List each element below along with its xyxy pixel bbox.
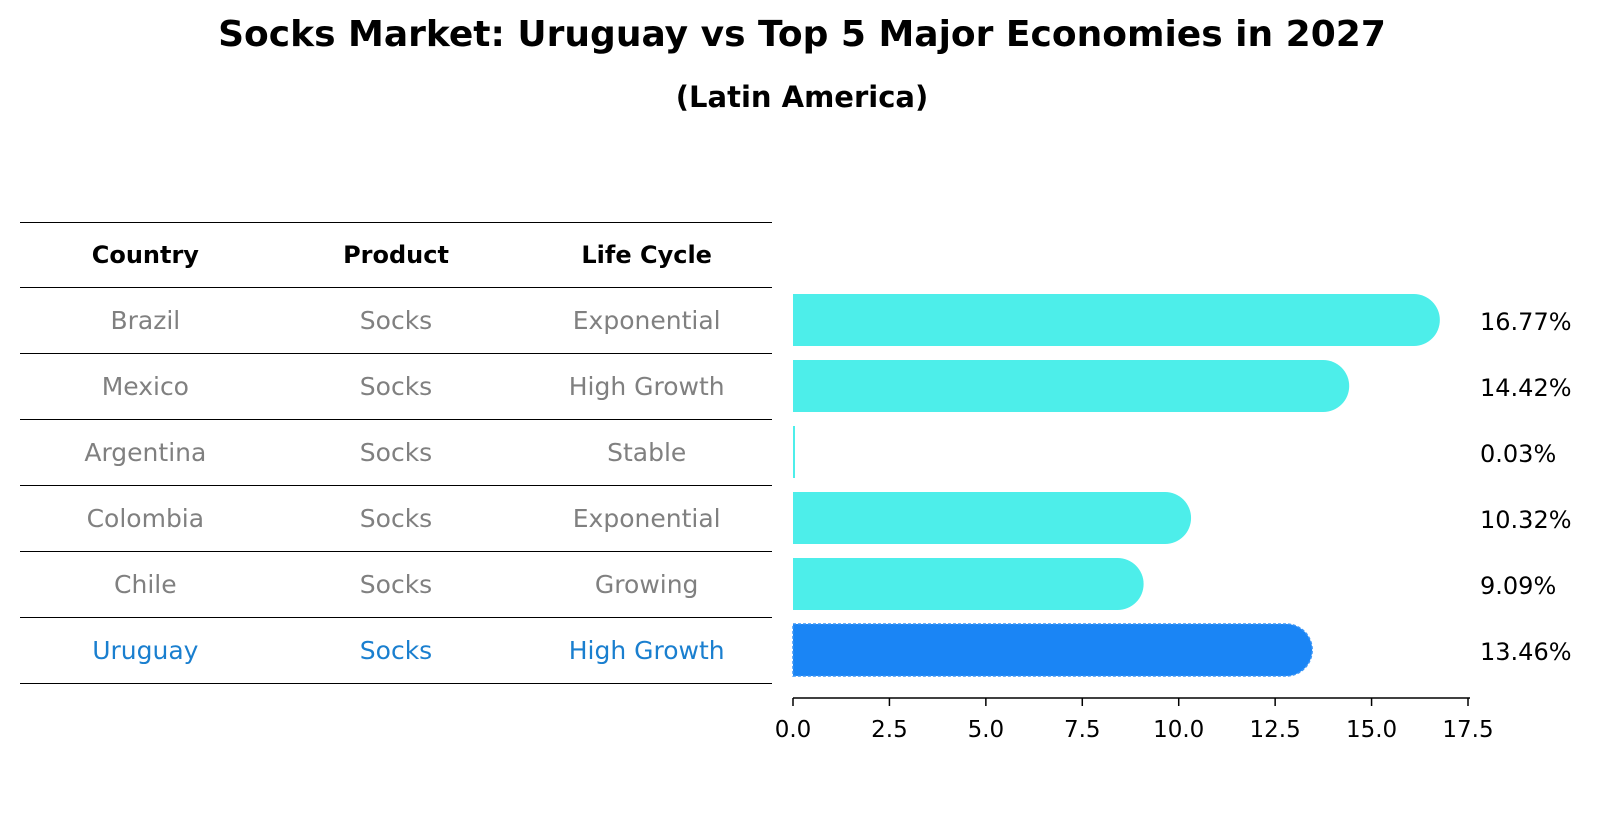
- bar-chile: [793, 558, 1144, 610]
- country-cell: Brazil: [110, 306, 181, 335]
- table-row: Chile Socks Growing: [20, 552, 772, 618]
- table-row: Colombia Socks Exponential: [20, 486, 772, 552]
- value-label-chile: 9.09%: [1480, 572, 1556, 600]
- bar-brazil: [793, 294, 1440, 346]
- life-cycle-cell: High Growth: [568, 372, 725, 401]
- value-label-mexico: 14.42%: [1480, 374, 1572, 402]
- life-cycle-cell: Growing: [594, 570, 699, 599]
- table-row: Brazil Socks Exponential: [20, 288, 772, 354]
- product-cell: Socks: [359, 570, 433, 599]
- chart-title: Socks Market: Uruguay vs Top 5 Major Eco…: [218, 14, 1386, 55]
- x-tick-label: 5.0: [968, 717, 1005, 743]
- value-label-colombia: 10.32%: [1480, 506, 1572, 534]
- life-cycle-cell: Exponential: [572, 504, 721, 533]
- header-product: Product: [343, 241, 449, 269]
- value-label-uruguay: 13.46%: [1480, 638, 1572, 666]
- x-tick-label: 15.0: [1346, 717, 1397, 743]
- bar-uruguay: [792, 623, 1313, 677]
- x-tick-label: 10.0: [1153, 717, 1204, 743]
- bar-argentina: [793, 426, 795, 478]
- chart-subtitle: (Latin America): [675, 80, 929, 114]
- data-table: Country Product Life Cycle Brazil Socks …: [20, 222, 772, 684]
- product-cell: Socks: [359, 306, 433, 335]
- life-cycle-cell: High Growth: [568, 636, 725, 665]
- x-tick-label: 17.5: [1442, 717, 1493, 743]
- country-cell: Uruguay: [92, 636, 199, 665]
- x-tick-label: 2.5: [871, 717, 908, 743]
- product-cell: Socks: [359, 636, 433, 665]
- life-cycle-cell: Stable: [607, 438, 687, 467]
- value-label-brazil: 16.77%: [1480, 308, 1572, 336]
- header-country: Country: [91, 241, 199, 269]
- product-cell: Socks: [359, 438, 433, 467]
- table-row-highlight: Uruguay Socks High Growth: [20, 618, 772, 684]
- country-cell: Argentina: [84, 438, 207, 467]
- country-cell: Colombia: [86, 504, 205, 533]
- country-cell: Chile: [114, 570, 177, 599]
- table-row: Argentina Socks Stable: [20, 420, 772, 486]
- x-tick-label: 12.5: [1250, 717, 1301, 743]
- x-tick-label: 7.5: [1064, 717, 1101, 743]
- country-cell: Mexico: [101, 372, 189, 401]
- bar-colombia: [793, 492, 1192, 544]
- value-label-argentina: 0.03%: [1480, 440, 1556, 468]
- product-cell: Socks: [359, 504, 433, 533]
- product-cell: Socks: [359, 372, 433, 401]
- table-header-row: Country Product Life Cycle: [20, 222, 772, 288]
- table-row: Mexico Socks High Growth: [20, 354, 772, 420]
- header-life-cycle: Life Cycle: [581, 241, 712, 269]
- x-tick-label: 0.0: [775, 717, 812, 743]
- bar-mexico: [793, 360, 1350, 412]
- life-cycle-cell: Exponential: [572, 306, 721, 335]
